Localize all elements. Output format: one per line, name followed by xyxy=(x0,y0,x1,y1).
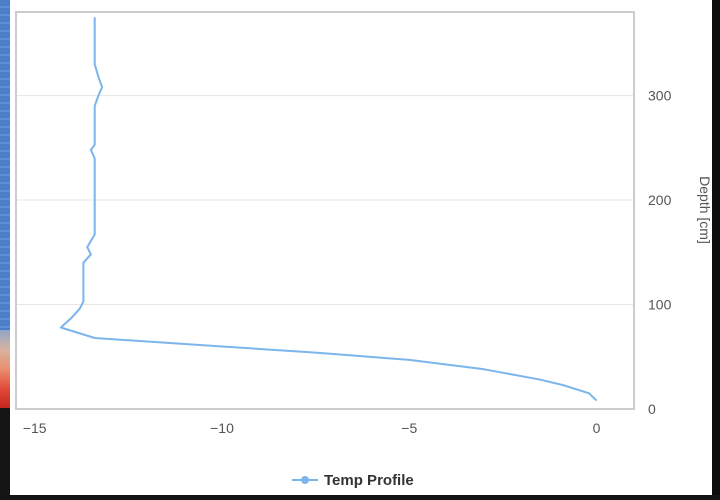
x-axis-ticks: −15 −10 −5 0 xyxy=(23,420,601,436)
x-tick-label: −15 xyxy=(23,420,47,436)
background-colorbar-strip xyxy=(0,330,10,408)
y-tick-label: 100 xyxy=(648,297,672,313)
legend-item-temp-profile[interactable]: Temp Profile xyxy=(292,468,414,492)
right-edge-frame xyxy=(712,0,720,495)
grid-layer xyxy=(16,95,634,306)
temp-profile-chart: −15 −10 −5 0 0 100 200 300 Depth [cm] xyxy=(15,11,713,436)
series-layer xyxy=(59,17,598,402)
chart-container: −15 −10 −5 0 0 100 200 300 Depth [cm] xyxy=(10,0,713,495)
y-tick-label: 200 xyxy=(648,192,672,208)
y-tick-label: 0 xyxy=(648,401,656,417)
legend-label: Temp Profile xyxy=(324,471,414,489)
plot-area-border xyxy=(15,11,635,410)
background-panel-strip xyxy=(0,0,10,408)
y-tick-label: 300 xyxy=(648,88,672,104)
y-axis-ticks: 0 100 200 300 xyxy=(648,88,672,417)
x-tick-label: −10 xyxy=(210,420,234,436)
legend-marker-icon xyxy=(292,476,318,484)
y-axis-title: Depth [cm] xyxy=(697,176,712,244)
x-tick-label: −5 xyxy=(401,420,417,436)
x-tick-label: 0 xyxy=(593,420,601,436)
series-line-temp-profile[interactable] xyxy=(59,17,598,402)
